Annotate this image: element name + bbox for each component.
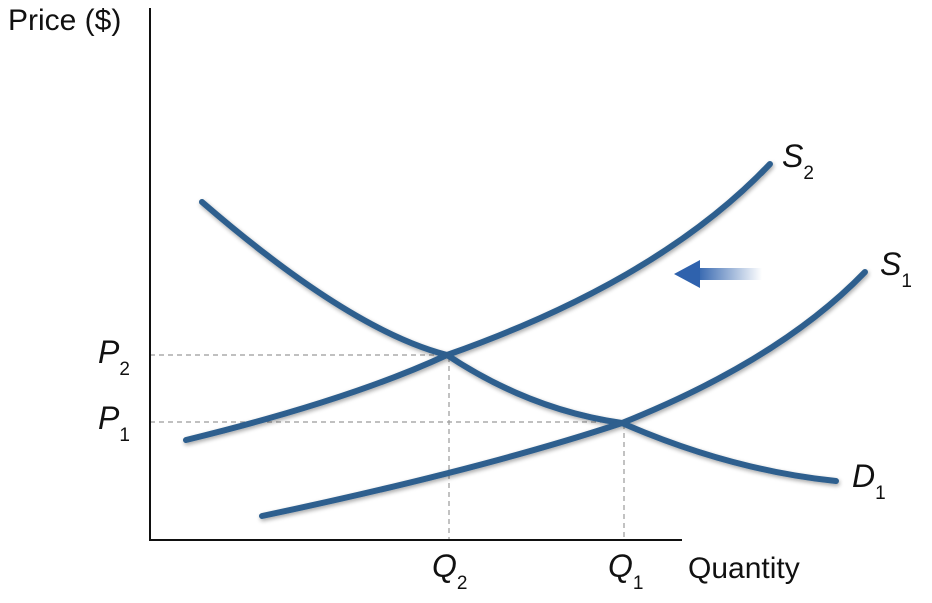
- curve-label-s2: S2: [782, 138, 814, 184]
- curve-label-s1-subscript: 1: [901, 271, 912, 292]
- curve-label-s1: S1: [880, 246, 912, 292]
- supply-curve-s1: [259, 269, 868, 519]
- price-label-p2-letter: P: [98, 334, 120, 370]
- x-axis-label: Quantity: [688, 552, 800, 585]
- curve-label-d1-subscript: 1: [875, 483, 886, 504]
- curve-label-s1-letter: S: [880, 246, 902, 282]
- quantity-label-q2-subscript: 2: [456, 573, 468, 594]
- y-axis-label: Price ($): [8, 4, 122, 37]
- quantity-label-q2: Q2: [432, 548, 467, 594]
- left-arrow-icon: [674, 260, 762, 288]
- demand-curve-d1: [199, 199, 839, 484]
- supply-curve-s2: [183, 161, 773, 443]
- quantity-label-q1-letter: Q: [608, 548, 633, 584]
- price-label-p2: P2: [98, 334, 130, 380]
- quantity-label-q1: Q1: [608, 548, 643, 594]
- curve-label-d1-letter: D: [852, 458, 876, 494]
- quantity-label-q2-letter: Q: [432, 548, 457, 584]
- quantity-label-q1-subscript: 1: [632, 573, 644, 594]
- curve-label-s2-subscript: 2: [803, 163, 814, 184]
- price-label-p1-subscript: 1: [119, 425, 130, 446]
- price-label-p2-subscript: 2: [119, 359, 130, 380]
- curve-label-s2-letter: S: [782, 138, 804, 174]
- price-label-p1-letter: P: [98, 400, 120, 436]
- curve-label-d1: D1: [852, 458, 886, 504]
- price-label-p1: P1: [98, 400, 130, 446]
